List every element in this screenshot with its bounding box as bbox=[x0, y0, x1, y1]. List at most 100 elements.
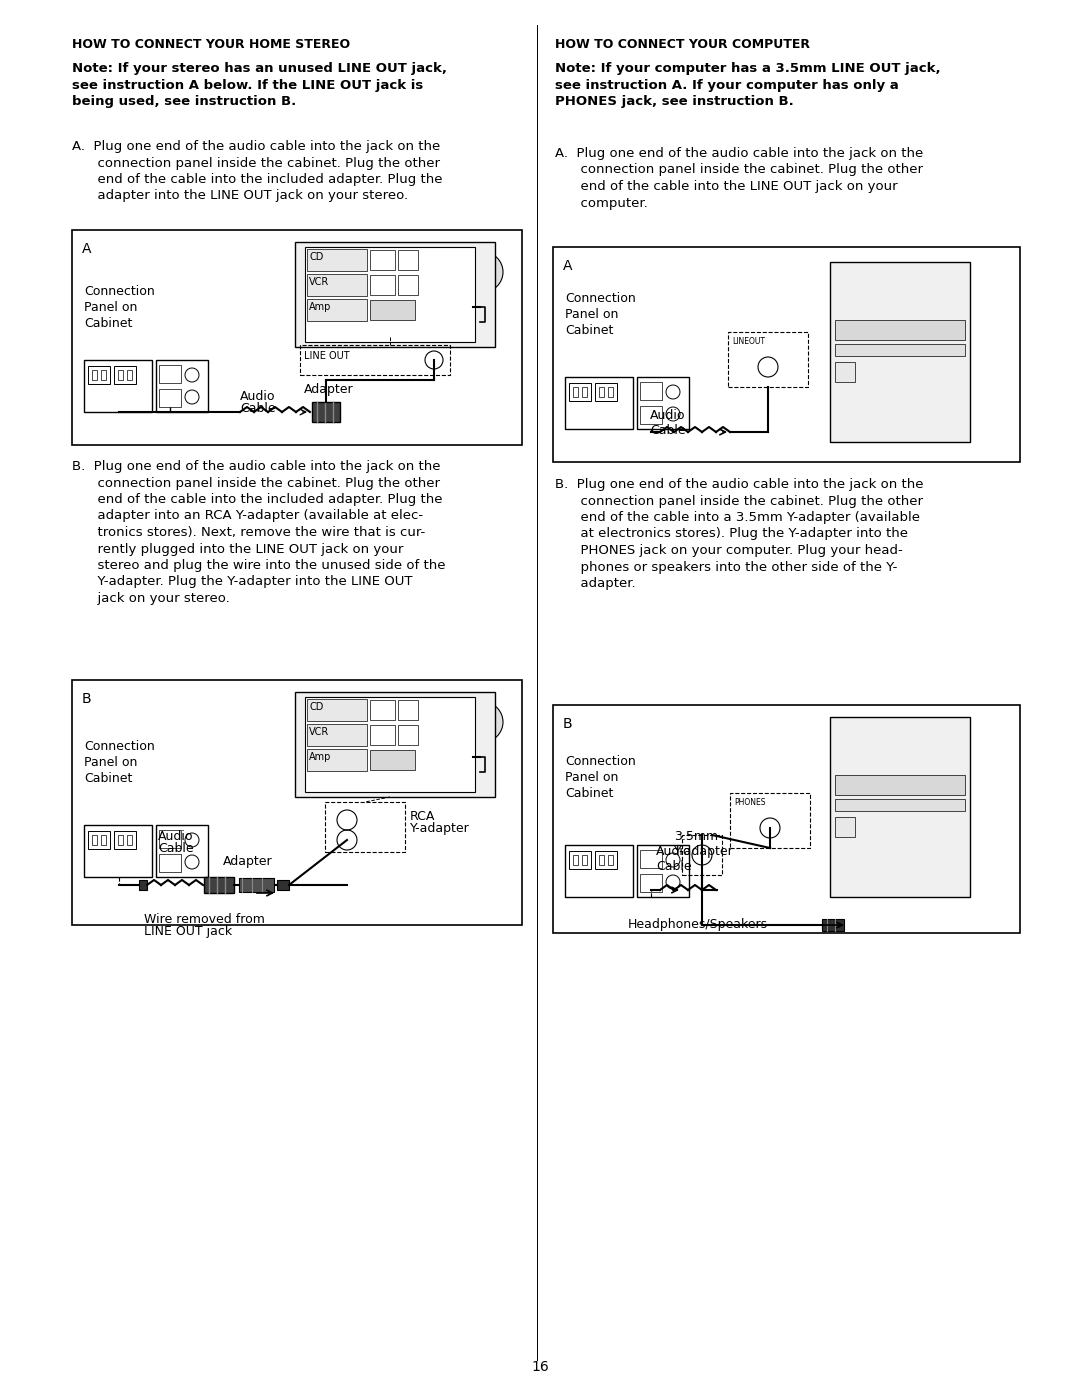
Text: CD: CD bbox=[309, 703, 323, 712]
Bar bbox=[565, 377, 633, 429]
Text: Connection
Panel on
Cabinet: Connection Panel on Cabinet bbox=[84, 740, 154, 785]
Text: A: A bbox=[563, 258, 572, 272]
Text: PHONES: PHONES bbox=[734, 798, 766, 807]
Circle shape bbox=[473, 712, 492, 732]
Bar bbox=[730, 793, 810, 848]
Bar bbox=[569, 851, 591, 869]
Bar bbox=[92, 370, 97, 380]
Bar bbox=[159, 854, 181, 872]
Bar bbox=[728, 332, 808, 387]
Text: Cable: Cable bbox=[158, 842, 193, 855]
Bar bbox=[276, 880, 289, 890]
Text: Connection
Panel on
Cabinet: Connection Panel on Cabinet bbox=[565, 292, 636, 337]
Bar bbox=[822, 919, 843, 930]
Bar bbox=[399, 275, 418, 295]
Circle shape bbox=[851, 420, 859, 427]
Bar bbox=[92, 835, 97, 845]
Text: Cable: Cable bbox=[240, 402, 275, 415]
Bar bbox=[307, 749, 367, 771]
Bar bbox=[399, 725, 418, 745]
Bar bbox=[553, 705, 1020, 933]
Text: A.  Plug one end of the audio cable into the jack on the
      connection panel : A. Plug one end of the audio cable into … bbox=[555, 147, 923, 210]
Bar bbox=[582, 387, 588, 397]
Bar bbox=[640, 875, 662, 893]
Text: A.  Plug one end of the audio cable into the jack on the
      connection panel : A. Plug one end of the audio cable into … bbox=[72, 140, 443, 203]
Text: Adapter: Adapter bbox=[222, 855, 272, 868]
Circle shape bbox=[836, 875, 843, 883]
Bar bbox=[637, 377, 689, 429]
Text: B: B bbox=[563, 717, 572, 731]
Bar bbox=[370, 250, 395, 270]
Text: A: A bbox=[82, 242, 92, 256]
Circle shape bbox=[866, 420, 874, 427]
Text: Audio: Audio bbox=[158, 830, 193, 842]
Circle shape bbox=[842, 274, 858, 291]
Bar bbox=[84, 826, 152, 877]
Bar bbox=[114, 831, 136, 849]
Bar bbox=[831, 263, 970, 441]
Bar bbox=[608, 387, 613, 397]
Text: Amp: Amp bbox=[309, 302, 332, 312]
Bar bbox=[399, 250, 418, 270]
Text: Connection
Panel on
Cabinet: Connection Panel on Cabinet bbox=[565, 754, 636, 800]
Bar bbox=[565, 845, 633, 897]
Text: Wire removed from: Wire removed from bbox=[144, 914, 265, 926]
Bar bbox=[835, 799, 966, 812]
Text: Note: If your stereo has an unused LINE OUT jack,
see instruction A below. If th: Note: If your stereo has an unused LINE … bbox=[72, 61, 447, 108]
Bar bbox=[307, 249, 367, 271]
Text: Audio
Cable: Audio Cable bbox=[650, 409, 686, 437]
Text: B.  Plug one end of the audio cable into the jack on the
      connection panel : B. Plug one end of the audio cable into … bbox=[72, 460, 446, 605]
Bar bbox=[573, 855, 578, 865]
Bar bbox=[582, 855, 588, 865]
Circle shape bbox=[842, 729, 858, 745]
Bar bbox=[305, 697, 475, 792]
Text: Y-adapter: Y-adapter bbox=[410, 821, 470, 835]
Bar bbox=[835, 775, 966, 795]
Bar bbox=[595, 383, 617, 401]
Text: Connection
Panel on
Cabinet: Connection Panel on Cabinet bbox=[84, 285, 154, 330]
Circle shape bbox=[866, 875, 874, 883]
Bar bbox=[118, 370, 123, 380]
Bar bbox=[553, 247, 1020, 462]
Bar bbox=[835, 817, 855, 837]
Bar bbox=[681, 835, 723, 875]
Bar bbox=[835, 344, 966, 356]
Bar bbox=[159, 365, 181, 383]
Bar bbox=[835, 320, 966, 339]
Bar bbox=[307, 724, 367, 746]
Bar bbox=[640, 849, 662, 868]
Text: Headphones/Speakers: Headphones/Speakers bbox=[627, 918, 768, 930]
Bar bbox=[307, 299, 367, 321]
Bar bbox=[370, 275, 395, 295]
Bar bbox=[307, 698, 367, 721]
Text: 16: 16 bbox=[531, 1361, 549, 1375]
Bar bbox=[370, 700, 395, 719]
Bar bbox=[84, 360, 152, 412]
Circle shape bbox=[873, 724, 897, 747]
Bar bbox=[608, 855, 613, 865]
Bar bbox=[573, 387, 578, 397]
Text: 3.5mm
Y-adapter: 3.5mm Y-adapter bbox=[674, 830, 733, 858]
Bar bbox=[399, 700, 418, 719]
Text: Amp: Amp bbox=[309, 752, 332, 761]
Text: VCR: VCR bbox=[309, 277, 329, 286]
Bar bbox=[139, 880, 147, 890]
Bar bbox=[114, 366, 136, 384]
Bar bbox=[156, 826, 208, 877]
Text: Note: If your computer has a 3.5mm LINE OUT jack,
see instruction A. If your com: Note: If your computer has a 3.5mm LINE … bbox=[555, 61, 941, 108]
Bar bbox=[305, 247, 475, 342]
Bar bbox=[118, 835, 123, 845]
Text: RCA: RCA bbox=[410, 810, 435, 823]
Bar bbox=[87, 831, 110, 849]
Circle shape bbox=[873, 743, 897, 767]
Text: HOW TO CONNECT YOUR COMPUTER: HOW TO CONNECT YOUR COMPUTER bbox=[555, 38, 810, 52]
Bar bbox=[312, 402, 340, 422]
Bar bbox=[569, 383, 591, 401]
Bar bbox=[370, 750, 415, 770]
Circle shape bbox=[463, 251, 503, 292]
Circle shape bbox=[834, 265, 866, 298]
Bar bbox=[370, 300, 415, 320]
Bar bbox=[156, 360, 208, 412]
Circle shape bbox=[873, 288, 897, 312]
Bar bbox=[102, 835, 106, 845]
